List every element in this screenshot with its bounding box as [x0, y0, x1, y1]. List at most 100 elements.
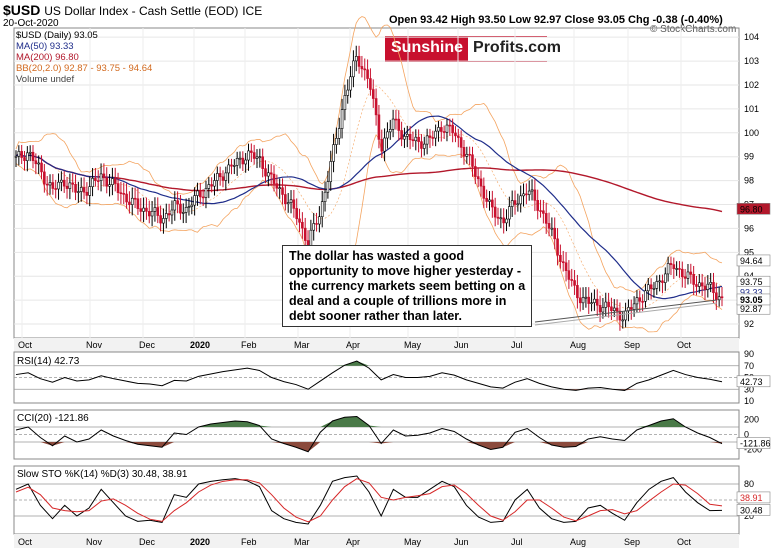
x-axis-strip-1: [14, 338, 739, 352]
candle-body: [145, 207, 148, 212]
x-tick-label: Apr: [346, 537, 360, 547]
candle-body: [638, 297, 642, 302]
candle-body: [366, 69, 369, 79]
y-tick-label: 101: [744, 104, 759, 114]
candle-body: [94, 178, 97, 181]
ma50-line: [15, 115, 723, 300]
candle-body: [60, 179, 63, 183]
candle-body: [173, 200, 177, 211]
candle-body: [437, 127, 440, 132]
candle-body: [343, 95, 347, 110]
candle-body: [508, 206, 511, 220]
candle-body: [255, 156, 259, 159]
candle-body: [201, 196, 205, 199]
candle-body: [369, 78, 372, 90]
candle-body: [320, 201, 324, 218]
candle-body: [612, 307, 616, 312]
candle-body: [247, 150, 250, 161]
candle-body: [74, 184, 77, 193]
x-tick-label: Jul: [511, 340, 523, 350]
candle-body: [235, 158, 239, 166]
candle-body: [604, 301, 608, 308]
candle-body: [629, 307, 633, 310]
sunshine-profits-logo: Sunshine Profits.com: [385, 36, 567, 62]
candle-body: [698, 282, 701, 287]
candle-body: [488, 199, 491, 202]
x-tick-label: Mar: [294, 340, 310, 350]
candle-body: [48, 182, 52, 186]
chart-title: $USD US Dollar Index - Cash Settle (EOD)…: [3, 2, 262, 18]
candle-body: [289, 199, 293, 203]
candle-body: [689, 271, 693, 275]
candle-body: [337, 128, 341, 139]
candle-body: [649, 284, 653, 289]
candle-body: [686, 271, 690, 279]
candle-body: [706, 283, 710, 290]
candle-body: [595, 298, 599, 306]
x-axis-strip-2: [14, 534, 739, 548]
indicator-last-box: [736, 437, 771, 449]
candle-body: [593, 298, 596, 303]
candle-body: [669, 263, 673, 265]
index-name: US Dollar Index - Cash Settle (EOD): [44, 4, 239, 18]
candle-body: [326, 181, 330, 193]
candle-body: [431, 137, 435, 139]
candle-body: [230, 164, 233, 167]
candle-body: [573, 280, 576, 286]
candle-body: [533, 189, 537, 201]
candle-body: [519, 195, 522, 205]
candle-body: [99, 173, 103, 181]
candle-body: [513, 200, 517, 205]
candle-body: [142, 207, 145, 212]
x-tick-label: Nov: [86, 537, 103, 547]
right-label: 92.87: [740, 304, 763, 314]
y-tick-label: 30: [744, 384, 754, 394]
candle-body: [465, 153, 469, 157]
y-tick-label: 96: [744, 223, 754, 233]
price-x-axis: Oct Nov Dec 2020 Feb Mar Apr May Jun Jul Aug Sep Oct: [18, 340, 692, 350]
x-tick-label: Aug: [570, 537, 586, 547]
candle-body: [681, 268, 684, 278]
candle-body: [499, 217, 503, 220]
candle-body: [510, 200, 514, 207]
candle-body: [635, 297, 639, 305]
candle-body: [474, 166, 477, 177]
candle-body: [301, 221, 304, 229]
x-tick-label: Feb: [241, 340, 257, 350]
x-tick-label: May: [404, 537, 422, 547]
x-tick-label: Dec: [139, 340, 156, 350]
x-tick-label: Feb: [241, 537, 257, 547]
x-tick-label: Oct: [18, 537, 33, 547]
logo-part-2: Profits.com: [468, 37, 567, 61]
candle-body: [335, 138, 338, 145]
candle-body: [167, 213, 171, 216]
candle-body: [122, 193, 126, 195]
y-tick-label: 103: [744, 56, 759, 66]
candle-body: [26, 152, 29, 161]
oversold-fill: [16, 442, 722, 452]
candle-body: [105, 177, 109, 187]
candle-body: [666, 263, 670, 275]
candle-body: [133, 197, 137, 200]
candle-body: [116, 183, 120, 194]
x-tick-label: 2020: [190, 340, 210, 350]
candle-body: [400, 130, 403, 140]
y-tick-label: 90: [744, 349, 754, 359]
candle-body: [125, 193, 128, 203]
candle-body: [371, 89, 375, 99]
candle-body: [108, 184, 111, 187]
right-label: 94.64: [740, 256, 763, 266]
candle-body: [281, 187, 284, 195]
candle-body: [45, 183, 49, 186]
candle-body: [312, 223, 316, 231]
candle-body: [238, 157, 242, 160]
right-label: 96.80: [740, 204, 763, 214]
price-legend: $USD (Daily) 93.05 MA(50) 93.33 MA(200) …: [16, 30, 152, 85]
indicator-last-box: [736, 491, 771, 504]
candle-body: [539, 210, 542, 212]
candle-body: [332, 144, 335, 162]
indicator-last-label: 42.73: [740, 377, 763, 387]
y-tick-label: 20: [744, 511, 754, 521]
